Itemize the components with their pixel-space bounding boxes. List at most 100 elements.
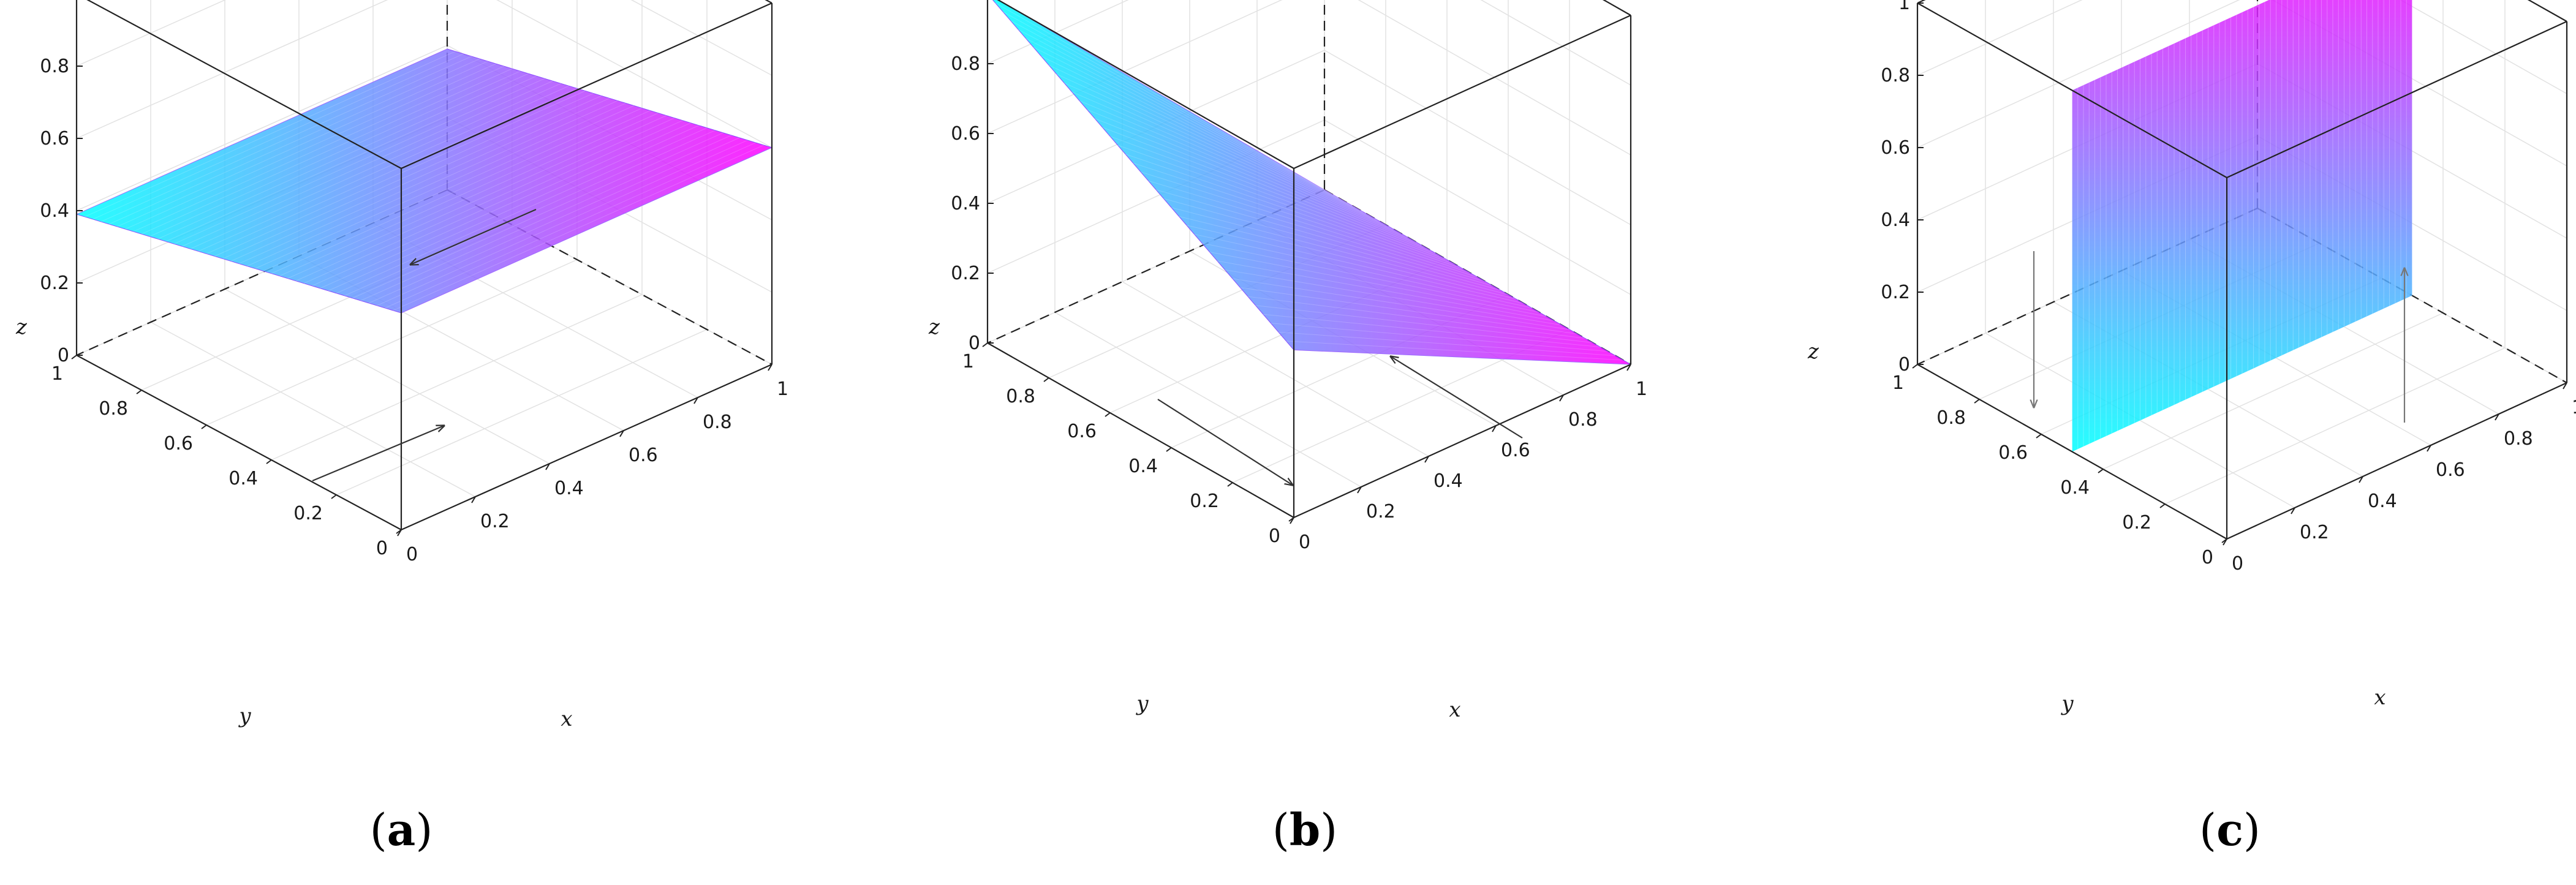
y-tick <box>1227 482 1233 487</box>
y-tick <box>2159 503 2166 508</box>
grid-line <box>765 0 772 4</box>
box-edge <box>401 2 772 170</box>
y-tick <box>1288 517 1294 522</box>
x-tick-label: 1 <box>2572 397 2576 418</box>
grid-line <box>206 259 578 426</box>
box-edge <box>1293 363 1631 519</box>
z-tick-label: 1 <box>58 0 69 5</box>
y-tick <box>1105 412 1111 417</box>
grid-line <box>224 288 550 464</box>
direction-arrow <box>1157 399 1293 485</box>
box-edge <box>86 0 402 169</box>
direction-arrow <box>410 208 537 265</box>
x-tick <box>1626 364 1631 371</box>
y-tick-label: 0.2 <box>1190 491 1219 512</box>
y-tick-label: 0.6 <box>164 433 193 454</box>
x-tick-label: 0.4 <box>1433 470 1463 492</box>
grid-line <box>2164 347 2506 505</box>
y-tick-label: 1 <box>962 351 974 372</box>
grid-line <box>1358 0 1631 156</box>
x-tick <box>619 430 624 437</box>
z-tick-label: 0.4 <box>951 193 980 214</box>
surface <box>75 48 773 314</box>
z-tick-label: 0.8 <box>1881 65 1910 86</box>
box-edge <box>1293 14 1631 170</box>
y-tick <box>2221 538 2227 543</box>
y-axis-label: y <box>2060 691 2074 716</box>
x-tick <box>1559 394 1564 402</box>
grid-line <box>1122 281 1429 457</box>
grid-line <box>1324 50 1631 225</box>
box-edge <box>1917 0 1926 4</box>
y-tick-label: 0.8 <box>1936 407 1966 429</box>
x-tick <box>2291 507 2295 514</box>
y-tick-label: 1 <box>51 363 63 385</box>
y-tick <box>2036 434 2042 439</box>
y-tick-label: 0.4 <box>229 468 258 489</box>
box-edge <box>447 189 772 365</box>
y-tick <box>2098 469 2104 473</box>
grid-line <box>1917 0 1925 4</box>
box-edge <box>1917 364 2227 540</box>
box-edge <box>2226 382 2567 540</box>
x-tick-label: 0.2 <box>480 511 510 532</box>
grid-line <box>1917 0 2083 76</box>
x-tick-label: 0 <box>1299 532 1310 553</box>
box-edge <box>1602 0 1631 16</box>
z-tick-label: 0.2 <box>951 263 980 284</box>
z-tick-label: 0.6 <box>1881 137 1910 159</box>
z-tick-label: 0 <box>969 333 980 354</box>
z-tick-label: 0.2 <box>1881 282 1910 303</box>
y-tick <box>136 390 142 394</box>
box-edge <box>76 355 402 530</box>
x-tick-label: 0.6 <box>1501 440 1530 461</box>
grid-line <box>496 0 772 148</box>
x-tick-label: 1 <box>1636 378 1647 400</box>
chart-panel-a: 00.20.40.60.8100.20.40.60.8100.20.40.60.… <box>15 0 788 856</box>
x-tick-label: 0.8 <box>1568 409 1598 431</box>
y-tick-label: 0 <box>2202 547 2213 568</box>
x-tick-label: 0.6 <box>2436 459 2465 481</box>
x-tick-label: 0.4 <box>554 478 584 499</box>
x-tick-label: 0.8 <box>703 412 732 433</box>
box-edge <box>987 189 1325 344</box>
z-tick-label: 0.6 <box>40 128 69 149</box>
y-tick <box>266 459 272 464</box>
box-edge <box>1917 2 2227 178</box>
z-tick-label: 0.8 <box>40 56 69 77</box>
y-tick <box>982 342 988 347</box>
box-edge <box>2226 21 2567 178</box>
x-tick <box>2563 382 2567 390</box>
grid-line <box>987 119 1325 274</box>
panel-caption: (a) <box>370 804 433 856</box>
x-tick-label: 0.2 <box>1366 501 1396 522</box>
y-axis-label: y <box>238 704 251 728</box>
x-tick <box>768 364 772 371</box>
x-tick <box>545 463 550 470</box>
z-axis-label: z <box>1807 339 1819 364</box>
x-tick <box>2495 413 2499 421</box>
box-edge <box>765 0 772 4</box>
y-tick-label: 0.4 <box>1128 456 1158 477</box>
z-tick-label: 0.4 <box>40 200 69 222</box>
y-tick-label: 1 <box>1892 372 1904 394</box>
grid-line <box>1054 312 1362 488</box>
surface <box>992 0 1631 365</box>
x-tick-label: 0.6 <box>629 445 658 466</box>
panel-caption: (c) <box>2199 804 2261 856</box>
y-tick-label: 0.2 <box>293 503 323 524</box>
y-tick-label: 0.8 <box>1006 386 1035 407</box>
y-tick <box>201 424 207 429</box>
grid-line <box>1603 0 1631 16</box>
y-tick-label: 0.6 <box>1067 421 1097 442</box>
x-tick <box>2359 476 2363 483</box>
y-tick-label: 0.6 <box>1998 442 2028 464</box>
x-tick-label: 0.8 <box>2504 428 2533 450</box>
grid-line <box>336 329 708 495</box>
chart-panel-b: 00.20.40.60.8100.20.40.60.8100.20.40.60.… <box>928 0 1647 856</box>
z-axis-label: z <box>15 315 28 339</box>
direction-arrow <box>312 426 444 482</box>
y-tick <box>1043 377 1049 382</box>
grid-line <box>1480 0 1631 86</box>
